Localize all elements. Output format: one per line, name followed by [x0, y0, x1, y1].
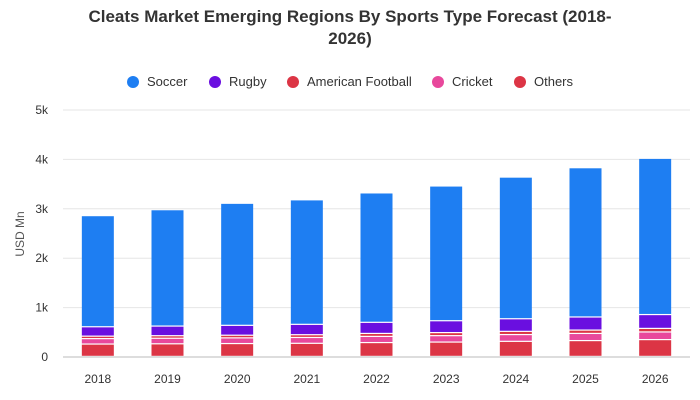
bar-cricket-2019[interactable]	[151, 338, 184, 344]
bar-rugby-2022[interactable]	[360, 322, 393, 333]
chart-title-line-1: Cleats Market Emerging Regions By Sports…	[88, 7, 612, 26]
x-tick-label: 2019	[154, 372, 181, 386]
bar-rugby-2020[interactable]	[221, 325, 254, 335]
y-tick-label: 1k	[35, 301, 49, 315]
bar-soccer-2020[interactable]	[221, 203, 254, 325]
x-tick-label: 2023	[433, 372, 460, 386]
bar-cricket-2024[interactable]	[499, 335, 532, 341]
legend-item-american-football[interactable]: American Football	[287, 74, 412, 89]
bar-soccer-2023[interactable]	[430, 186, 463, 321]
x-tick-label: 2026	[642, 372, 669, 386]
legend-label-others: Others	[534, 74, 574, 89]
bar-american-football-2022[interactable]	[360, 334, 393, 336]
bar-cricket-2023[interactable]	[430, 336, 463, 342]
y-axis-title: USD Mn	[13, 211, 27, 256]
bar-rugby-2024[interactable]	[499, 319, 532, 331]
bar-cricket-2021[interactable]	[290, 338, 323, 343]
bar-rugby-2026[interactable]	[639, 315, 672, 328]
bar-american-football-2018[interactable]	[81, 336, 114, 339]
bar-soccer-2021[interactable]	[290, 200, 323, 324]
bar-american-football-2026[interactable]	[639, 328, 672, 332]
bar-soccer-2026[interactable]	[639, 158, 672, 314]
bar-cricket-2025[interactable]	[569, 334, 602, 340]
legend-label-soccer: Soccer	[147, 74, 188, 89]
bar-rugby-2019[interactable]	[151, 326, 184, 336]
bar-others-2022[interactable]	[360, 343, 393, 356]
x-tick-label: 2024	[502, 372, 529, 386]
legend-swatch-soccer	[127, 75, 139, 88]
legend-label-american-football: American Football	[307, 74, 412, 89]
bar-rugby-2025[interactable]	[569, 317, 602, 330]
legend-swatch-cricket	[432, 75, 444, 88]
bar-others-2020[interactable]	[221, 344, 254, 356]
bar-others-2018[interactable]	[81, 344, 114, 356]
bar-cricket-2026[interactable]	[639, 332, 672, 340]
bar-cricket-2022[interactable]	[360, 336, 393, 342]
chart-title: Cleats Market Emerging Regions By Sports…	[0, 6, 700, 50]
y-tick-label: 4k	[35, 152, 49, 166]
bar-soccer-2018[interactable]	[81, 216, 114, 327]
legend-label-rugby: Rugby	[229, 74, 267, 89]
x-axis-ticks: 2018 2019 2020 2021 2022 2023 2024 2025 2026	[84, 372, 668, 386]
y-axis-ticks: 0 1k 2k 3k 4k 5k	[35, 103, 49, 364]
bar-soccer-2019[interactable]	[151, 210, 184, 326]
x-tick-label: 2018	[84, 372, 111, 386]
bar-others-2026[interactable]	[639, 340, 672, 356]
bar-cricket-2020[interactable]	[221, 338, 254, 343]
bar-soccer-2022[interactable]	[360, 193, 393, 322]
x-tick-label: 2022	[363, 372, 390, 386]
bar-rugby-2021[interactable]	[290, 324, 323, 335]
bar-american-football-2024[interactable]	[499, 331, 532, 334]
legend-item-soccer[interactable]: Soccer	[127, 74, 187, 89]
bar-others-2024[interactable]	[499, 341, 532, 356]
legend-swatch-american-football	[287, 75, 299, 88]
x-tick-label: 2020	[224, 372, 251, 386]
bar-american-football-2021[interactable]	[290, 335, 323, 337]
legend-swatch-others	[514, 75, 526, 88]
bar-american-football-2019[interactable]	[151, 336, 184, 338]
bar-others-2023[interactable]	[430, 342, 463, 356]
bar-rugby-2023[interactable]	[430, 321, 463, 332]
legend-item-others[interactable]: Others	[514, 74, 573, 89]
legend-label-cricket: Cricket	[452, 74, 493, 89]
bar-soccer-2024[interactable]	[499, 177, 532, 319]
x-tick-label: 2021	[293, 372, 320, 386]
y-tick-label: 2k	[35, 251, 49, 265]
bar-american-football-2023[interactable]	[430, 333, 463, 336]
bar-soccer-2025[interactable]	[569, 168, 602, 317]
bars	[81, 158, 672, 356]
legend-swatch-rugby	[209, 75, 221, 88]
y-tick-label: 5k	[35, 103, 49, 117]
x-tick-label: 2025	[572, 372, 599, 386]
bar-others-2021[interactable]	[290, 343, 323, 356]
bar-others-2025[interactable]	[569, 341, 602, 356]
y-tick-label: 0	[41, 350, 48, 364]
bar-cricket-2018[interactable]	[81, 339, 114, 344]
y-tick-label: 3k	[35, 202, 49, 216]
legend-item-cricket[interactable]: Cricket	[432, 74, 492, 89]
bar-american-football-2025[interactable]	[569, 330, 602, 333]
chart-legend: Soccer Rugby American Football Cricket O…	[0, 74, 700, 92]
legend-item-rugby[interactable]: Rugby	[209, 74, 267, 89]
bar-rugby-2018[interactable]	[81, 327, 114, 336]
bar-others-2019[interactable]	[151, 344, 184, 356]
bar-american-football-2020[interactable]	[221, 335, 254, 338]
chart-title-line-2: 2026)	[328, 29, 372, 48]
